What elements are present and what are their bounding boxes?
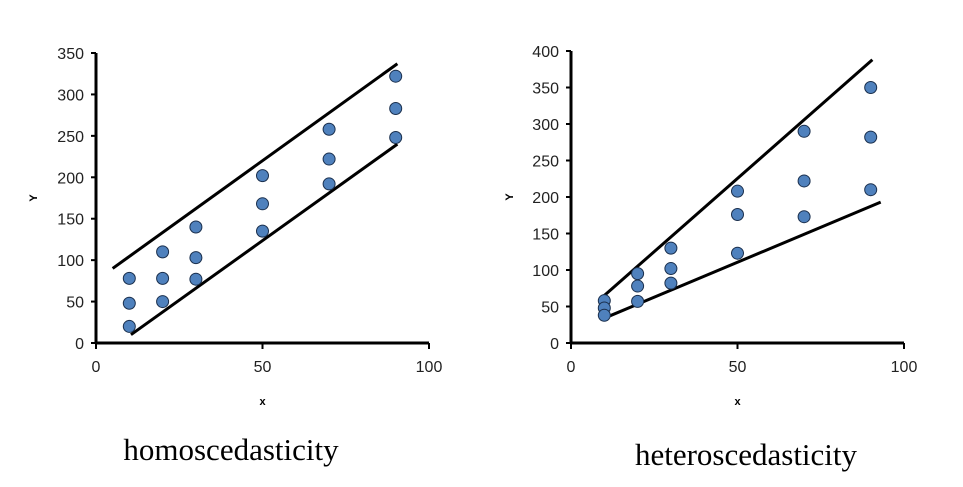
y-tick-label: 150	[57, 212, 84, 229]
data-point	[631, 279, 645, 293]
data-point	[864, 183, 878, 197]
x-tick-label: 100	[416, 359, 443, 376]
y-tick-label: 150	[532, 227, 559, 244]
bound-line	[130, 142, 399, 336]
caption-heteroscedasticity: heteroscedasticity	[634, 437, 858, 472]
y-tick-label: 300	[57, 87, 84, 104]
bound-line	[603, 200, 882, 320]
y-tick-label: 300	[532, 117, 559, 134]
data-point	[156, 245, 170, 259]
data-point	[389, 69, 403, 83]
y-tick-label: 200	[532, 190, 559, 207]
data-point	[322, 122, 336, 136]
data-point	[797, 210, 811, 224]
y-tick-label: 0	[75, 336, 84, 353]
data-point	[189, 272, 203, 286]
data-point	[864, 130, 878, 144]
data-point	[189, 251, 203, 265]
data-point	[122, 271, 136, 285]
y-axis-label: Y	[28, 194, 40, 202]
y-tick-label: 250	[532, 154, 559, 171]
x-tick-label: 50	[254, 359, 272, 376]
data-point	[156, 295, 170, 309]
data-point	[797, 174, 811, 188]
y-tick-label: 50	[541, 300, 559, 317]
data-point	[256, 197, 269, 211]
bound-line	[111, 62, 399, 270]
data-point	[322, 177, 336, 191]
data-point	[664, 241, 678, 255]
bound-line	[603, 58, 874, 297]
data-point	[322, 152, 336, 166]
data-point	[731, 208, 744, 222]
y-axis-label: Y	[504, 193, 516, 201]
data-point	[797, 124, 811, 138]
y-tick-label: 50	[66, 295, 84, 312]
x-axis-label: x	[734, 396, 741, 408]
data-point	[122, 296, 136, 310]
x-tick-label: 100	[891, 359, 918, 376]
data-point	[256, 224, 269, 238]
caption-homoscedasticity: homoscedasticity	[123, 432, 339, 467]
y-tick-label: 100	[532, 263, 559, 280]
data-point	[389, 102, 403, 116]
y-tick-label: 200	[57, 170, 84, 187]
chart-1: 0 50 100 150 200 250 300 350 0 50 100 x Y	[28, 46, 442, 408]
data-point	[664, 276, 678, 290]
x-tick-label: 0	[567, 359, 576, 376]
data-point	[631, 267, 645, 281]
data-point	[631, 294, 645, 308]
x-tick-label: 0	[92, 359, 101, 376]
data-point	[864, 81, 878, 94]
data-point	[597, 308, 611, 322]
data-point	[256, 169, 269, 183]
y-tick-label: 250	[57, 129, 84, 146]
y-tick-label: 400	[532, 44, 559, 61]
y-tick-label: 350	[532, 81, 559, 98]
y-tick-label: 350	[57, 46, 84, 63]
chart-2: 0 50 100 150 200 250 300 350 400 0 50 100 x Y	[504, 44, 917, 408]
x-tick-label: 50	[729, 359, 747, 376]
y-tick-label: 100	[57, 253, 84, 270]
data-point	[189, 220, 203, 234]
data-point	[156, 271, 170, 285]
data-point	[731, 184, 744, 198]
data-point	[664, 262, 678, 276]
y-tick-label: 0	[550, 336, 559, 353]
data-point	[122, 319, 136, 333]
data-point	[389, 131, 403, 145]
data-point	[731, 246, 744, 260]
x-axis-label: x	[259, 396, 266, 408]
